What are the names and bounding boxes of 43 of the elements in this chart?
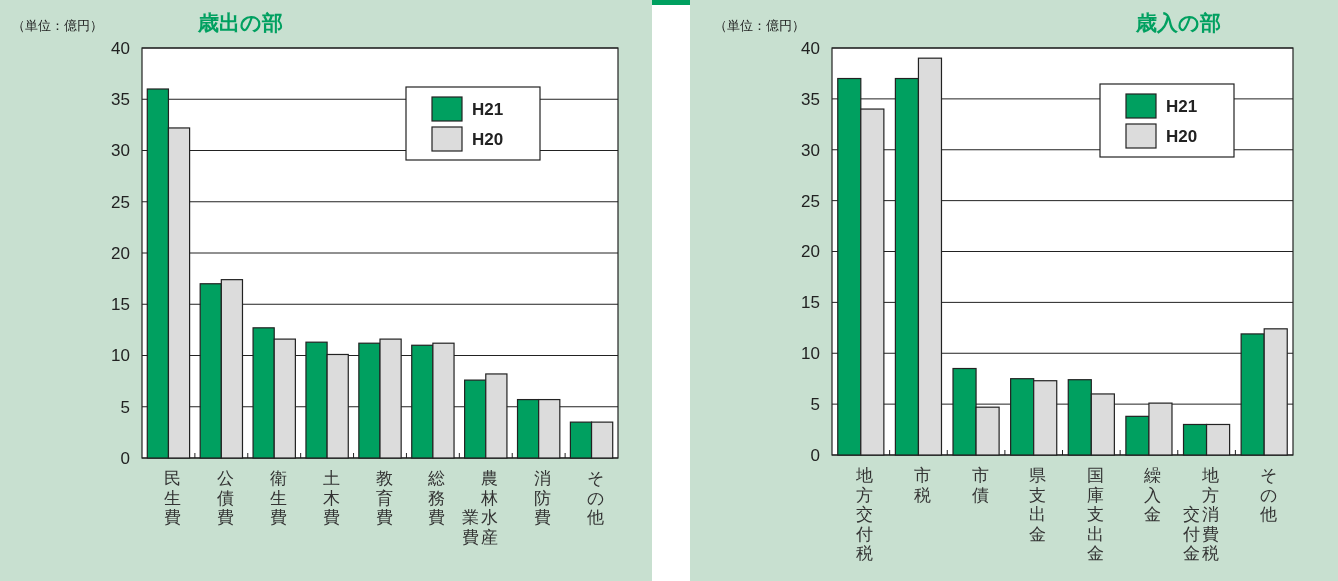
y-tick-label: 20 [801,242,820,262]
legend-label: H20 [1166,126,1198,146]
y-tick-label: 10 [801,344,820,364]
y-tick-label: 5 [120,397,130,417]
y-tick-label: 0 [120,448,130,468]
x-tick-label: 衛生費 [269,468,287,527]
x-tick-label: 公債費 [216,468,234,527]
chart-title: 歳出の部 [196,11,283,35]
y-tick-label: 30 [801,140,820,160]
y-axis-title: （単位：億円） [714,18,805,33]
y-tick-label: 10 [111,346,130,366]
x-tick-label: 市債 [971,465,989,505]
x-tick-label: 土木費 [322,468,340,527]
y-tick-label: 0 [810,445,820,465]
y-tick-label: 5 [810,395,820,415]
legend-label: H20 [472,129,504,149]
y-tick-label: 40 [801,38,820,58]
y-tick-label: 20 [111,243,130,263]
y-tick-label: 25 [111,192,130,212]
x-tick-label: その他 [1259,465,1277,524]
x-tick-label: 総務費 [427,468,446,527]
x-tick-label: 教育費 [375,468,393,527]
y-axis-title: （単位：億円） [12,18,103,33]
x-tick-label: 農林水産業費 [462,468,499,547]
y-tick-label: 25 [801,191,820,211]
x-tick-label: 市税 [913,465,931,505]
x-tick-label: 繰入金 [1143,465,1162,524]
x-tick-label: 地方消費税交付金 [1182,465,1220,563]
y-tick-label: 40 [111,38,130,58]
x-tick-label: 地方交付税 [855,465,874,563]
y-tick-label: 30 [111,141,130,161]
legend-label: H21 [1166,96,1198,116]
y-tick-label: 35 [801,89,820,109]
legend-label: H21 [472,99,504,119]
x-tick-label: その他 [587,468,605,527]
y-tick-label: 35 [111,90,130,110]
chart-title: 歳入の部 [1134,11,1221,35]
y-tick-label: 15 [111,295,130,315]
x-tick-label: 県支出金 [1029,465,1047,544]
x-tick-label: 国庫支出金 [1086,465,1104,563]
y-tick-label: 15 [801,293,820,313]
x-tick-label: 消防費 [534,468,552,527]
x-tick-label: 民生費 [163,468,181,527]
